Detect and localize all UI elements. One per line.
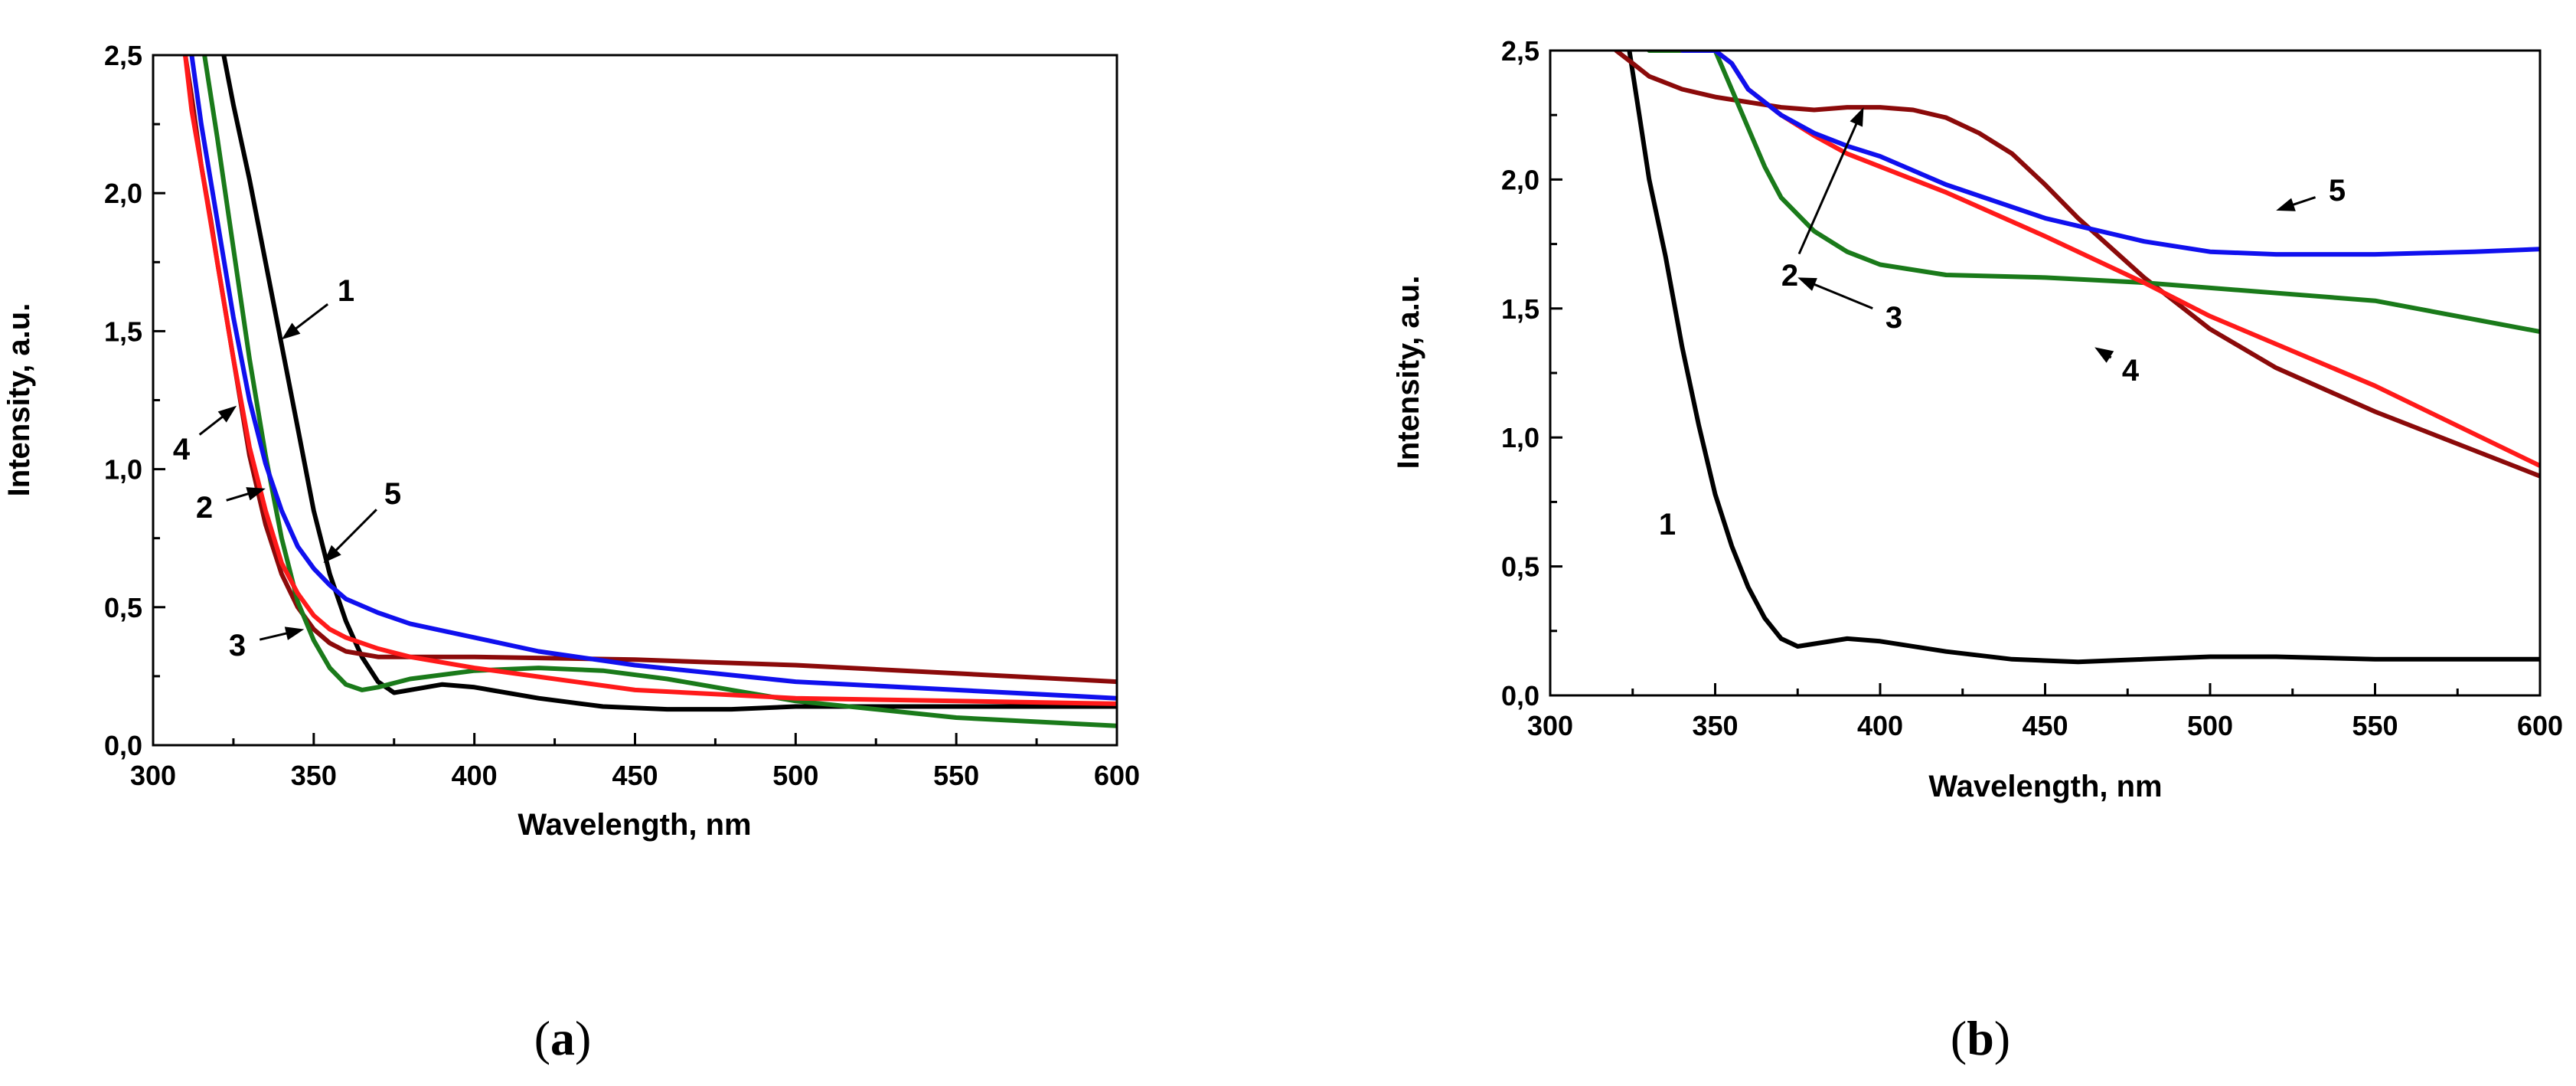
curve-label-3: 3 (229, 629, 246, 662)
y-axis-title-a: Intensity, a.u. (2, 303, 36, 497)
curve-label-1: 1 (338, 274, 354, 308)
annotation-arrow-line (2288, 196, 2316, 208)
x-tick-label: 550 (933, 760, 979, 791)
x-tick-label: 350 (1692, 710, 1738, 741)
annotation-arrow-head (284, 626, 305, 640)
annotation-arrow-head (1850, 107, 1864, 127)
x-tick-label: 450 (2022, 710, 2068, 741)
x-tick-label: 300 (1527, 710, 1573, 741)
chart-panel-b: 300 350 400 450 500 550 6000,00,51,01,52,02,5 … (1392, 35, 2563, 1065)
curve-label-5: 5 (2329, 174, 2346, 208)
panel-caption-b: (b) (1951, 1011, 2010, 1065)
series-1-line-b (1627, 51, 2540, 665)
x-tick-label: 300 (130, 760, 176, 791)
annotations-b: 1 2 3 4 5 (1659, 107, 2346, 541)
y-tick-label: 1,0 (104, 454, 142, 486)
series-4-line-b (1680, 51, 2540, 469)
curve-label-5: 5 (384, 477, 401, 511)
x-tick-label: 450 (612, 760, 658, 791)
curve-label-3: 3 (1885, 301, 1902, 335)
panel-caption-a: (a) (534, 1011, 592, 1065)
curve-label-4: 4 (173, 433, 191, 466)
annotation-arrow-line (198, 413, 227, 436)
caption-letter-b: b (1967, 1011, 1994, 1065)
series-layer-b (1614, 51, 2540, 665)
annotation-arrow-line (292, 303, 329, 332)
annotation-arrow-line (1810, 281, 1873, 309)
annotation-arrow-head (281, 322, 301, 340)
x-tick-label: 600 (1094, 760, 1140, 791)
x-tick-label: 550 (2352, 710, 2398, 741)
y-tick-label: 2,0 (1501, 164, 1539, 195)
curve-label-4: 4 (2122, 354, 2140, 388)
annotation-arrow-head (217, 405, 237, 423)
annotation-arrow-head (2276, 198, 2296, 211)
y-tick-label: 1,5 (104, 316, 142, 347)
annotation-arrow-head (246, 487, 266, 501)
y-tick-label: 2,0 (104, 178, 142, 209)
series-3-line-a (202, 55, 1117, 728)
series-2-line-b (1614, 51, 2540, 479)
y-tick-label: 2,5 (104, 40, 142, 71)
series-3-line-b (1647, 51, 2540, 335)
caption-open-a: ( (534, 1011, 550, 1065)
curve-label-2: 2 (196, 491, 213, 525)
annotation-arrow-head (1797, 277, 1817, 291)
caption-close-a: ) (575, 1011, 591, 1065)
annotation-arrow-line (1797, 119, 1859, 255)
x-tick-label: 500 (772, 760, 818, 791)
y-tick-label: 1,5 (1501, 293, 1539, 325)
y-axis-title-b: Intensity, a.u. (1392, 276, 1425, 469)
plot-frame-a (152, 54, 1118, 747)
x-axis-title-b: Wavelength, nm (1928, 770, 2162, 803)
x-tick-label: 500 (2187, 710, 2233, 741)
y-tick-label: 2,5 (1501, 35, 1539, 67)
annotation-arrow-head (2094, 347, 2114, 363)
series-5-line-b (1680, 51, 2540, 257)
x-tick-label: 350 (291, 760, 337, 791)
x-tick-label: 400 (1857, 710, 1903, 741)
y-tick-label: 1,0 (1501, 422, 1539, 453)
series-4-line-a (183, 55, 1117, 706)
caption-close-b: ) (1994, 1011, 2010, 1065)
chart-panel-a: 300 350 400 450 500 550 6000,00,51,01,52,02,5 … (2, 40, 1140, 1065)
x-tick-label: 400 (452, 760, 498, 791)
series-2-line-a (183, 55, 1117, 685)
series-5-line-a (189, 55, 1117, 701)
annotations-a: 1 2 3 4 5 (173, 274, 401, 662)
annotation-arrow-head (323, 545, 341, 564)
curve-label-1: 1 (1659, 508, 1676, 541)
ticks-a: 300 350 400 450 500 550 600 0,0 0,5 1,0 1,5 2,0 2,5 (104, 40, 1140, 791)
plot-frame-b (1549, 49, 2542, 697)
y-tick-label: 0,0 (1501, 680, 1539, 711)
x-tick-label: 600 (2517, 710, 2563, 741)
y-tick-label: 0,5 (1501, 551, 1539, 583)
series-layer-a (183, 55, 1117, 728)
annotation-arrow-line (259, 631, 292, 641)
y-tick-label: 0,0 (104, 730, 142, 761)
annotation-arrow-line (332, 509, 377, 554)
x-axis-title-a: Wavelength, nm (517, 808, 751, 842)
caption-open-b: ( (1951, 1011, 1967, 1065)
y-tick-label: 0,5 (104, 592, 142, 623)
series-1-line-a (221, 55, 1117, 712)
ticks-b: 300 350 400 450 500 550 600 0,0 0,5 1,0 1,5 2,0 2,5 (1501, 35, 2563, 741)
caption-letter-a: a (550, 1011, 575, 1065)
curve-label-2: 2 (1781, 259, 1798, 293)
